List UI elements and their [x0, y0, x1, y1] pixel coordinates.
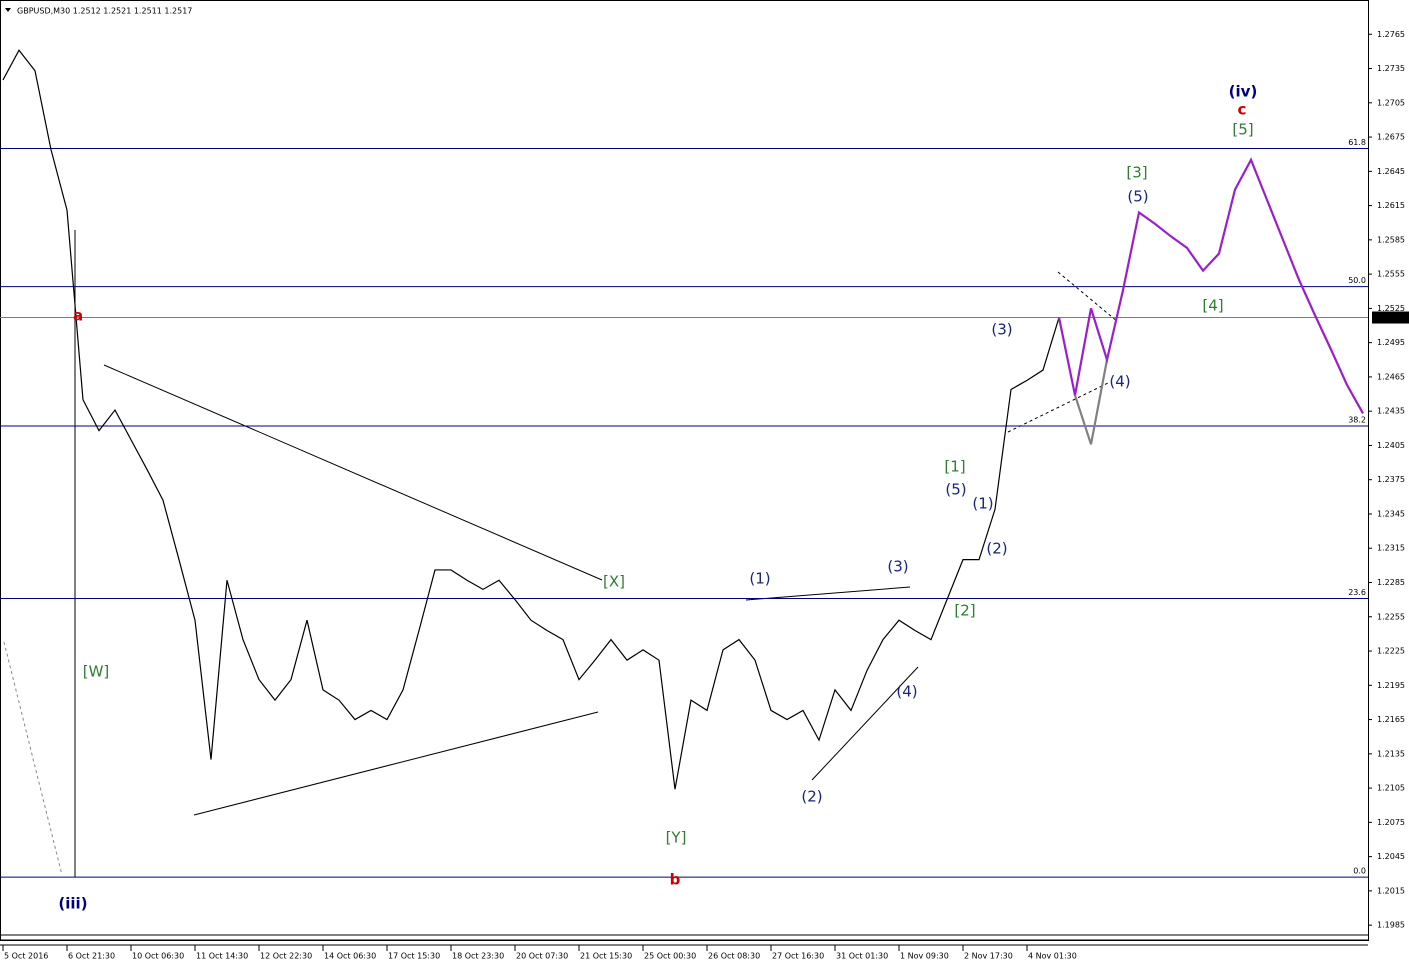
wave-label: (5): [1127, 188, 1148, 206]
x-tick-label: 25 Oct 00:30: [644, 952, 696, 961]
x-tick-label: 14 Oct 06:30: [324, 952, 376, 961]
y-tick-label: 1.2345: [1377, 509, 1405, 518]
fib-label: 0.0: [1353, 867, 1366, 876]
trendline: [811, 666, 919, 781]
y-tick-label: 1.2645: [1377, 167, 1405, 176]
y-tick-label: 1.2105: [1377, 784, 1405, 793]
wave-label: (1): [972, 495, 993, 513]
wave-label: [2]: [954, 602, 975, 620]
fib-label: 61.8: [1348, 138, 1366, 147]
price-line: [2, 49, 1060, 790]
y-tick-label: 1.2555: [1377, 270, 1405, 279]
y-tick-label: 1.1985: [1377, 921, 1405, 930]
wave-label: [5]: [1232, 121, 1253, 139]
wave-label: (1): [749, 570, 770, 588]
price-line: [1057, 157, 1364, 415]
x-tick-label: 4 Nov 01:30: [1028, 952, 1077, 961]
trendline: [1057, 271, 1119, 323]
x-tick-label: 26 Oct 08:30: [708, 952, 760, 961]
x-tick-label: 27 Oct 16:30: [772, 952, 824, 961]
y-tick-label: 1.2585: [1377, 235, 1405, 244]
y-tick-label: 1.2225: [1377, 647, 1405, 656]
wave-label: b: [670, 871, 681, 889]
x-tick-label: 5 Oct 2016: [4, 952, 48, 961]
wave-label: [W]: [83, 663, 110, 681]
y-tick-label: 1.2135: [1377, 749, 1405, 758]
fib-label: 23.6: [1348, 588, 1366, 597]
fib-label: 50.0: [1348, 276, 1366, 285]
trendline: [1007, 382, 1109, 433]
y-tick-label: 1.2255: [1377, 612, 1405, 621]
wave-label: (4): [1109, 373, 1130, 391]
x-tick-label: 11 Oct 14:30: [196, 952, 248, 961]
wave-label: [1]: [944, 458, 965, 476]
trendline: [103, 364, 603, 581]
y-tick-label: 1.2525: [1377, 304, 1405, 313]
menu-arrow: [5, 8, 11, 12]
y-tick-label: 1.2735: [1377, 64, 1405, 73]
wave-label: (iii): [58, 895, 87, 913]
x-tick-label: 20 Oct 07:30: [516, 952, 568, 961]
y-tick-label: 1.2045: [1377, 852, 1405, 861]
wave-label: [Y]: [666, 829, 687, 847]
y-tick-label: 1.2615: [1377, 201, 1405, 210]
y-tick-label: 1.2075: [1377, 818, 1405, 827]
y-tick-label: 1.2675: [1377, 133, 1405, 142]
wave-label: [X]: [603, 573, 625, 591]
y-tick-label: 1.2195: [1377, 681, 1405, 690]
wave-label: (2): [801, 788, 822, 806]
x-tick-label: 21 Oct 15:30: [580, 952, 632, 961]
x-tick-label: 18 Oct 23:30: [452, 952, 504, 961]
y-tick-label: 1.2465: [1377, 372, 1405, 381]
wave-label: [3]: [1126, 164, 1147, 182]
wave-label: (iv): [1229, 83, 1258, 101]
trendline: [3, 641, 63, 876]
y-tick-label: 1.2315: [1377, 544, 1405, 553]
x-tick-label: 6 Oct 21:30: [68, 952, 115, 961]
wave-label: (3): [991, 321, 1012, 339]
y-tick-label: 1.2375: [1377, 475, 1405, 484]
x-tick-label: 12 Oct 22:30: [260, 952, 312, 961]
wave-label: (2): [986, 540, 1007, 558]
wave-label: (3): [887, 558, 908, 576]
y-tick-label: 1.2015: [1377, 886, 1405, 895]
trendline: [745, 586, 911, 601]
x-tick-label: 17 Oct 15:30: [388, 952, 440, 961]
x-tick-label: 31 Oct 01:30: [836, 952, 888, 961]
x-tick-label: 2 Nov 17:30: [964, 952, 1013, 961]
y-tick-label: 1.2165: [1377, 715, 1405, 724]
trendline: [193, 711, 599, 816]
y-tick-label: 1.2285: [1377, 578, 1405, 587]
y-tick-label: 1.2705: [1377, 98, 1405, 107]
wave-label: [4]: [1202, 297, 1223, 315]
y-tick-label: 1.2435: [1377, 407, 1405, 416]
wave-label: (5): [945, 481, 966, 499]
wave-label: c: [1238, 101, 1247, 119]
fib-label: 38.2: [1348, 416, 1366, 425]
price-tag: [1372, 311, 1409, 324]
wave-label: a: [73, 307, 83, 325]
y-tick-label: 1.2495: [1377, 338, 1405, 347]
chart-title: GBPUSD,M30 1.2512 1.2521 1.2511 1.2517: [17, 7, 192, 16]
price-line: [1073, 359, 1109, 445]
x-tick-label: 1 Nov 09:30: [900, 952, 949, 961]
price-tag-label: 1.2517: [1376, 313, 1404, 322]
x-tick-label: 10 Oct 06:30: [132, 952, 184, 961]
y-tick-label: 1.2405: [1377, 441, 1405, 450]
y-tick-label: 1.2765: [1377, 30, 1405, 39]
wave-label: (4): [896, 683, 917, 701]
